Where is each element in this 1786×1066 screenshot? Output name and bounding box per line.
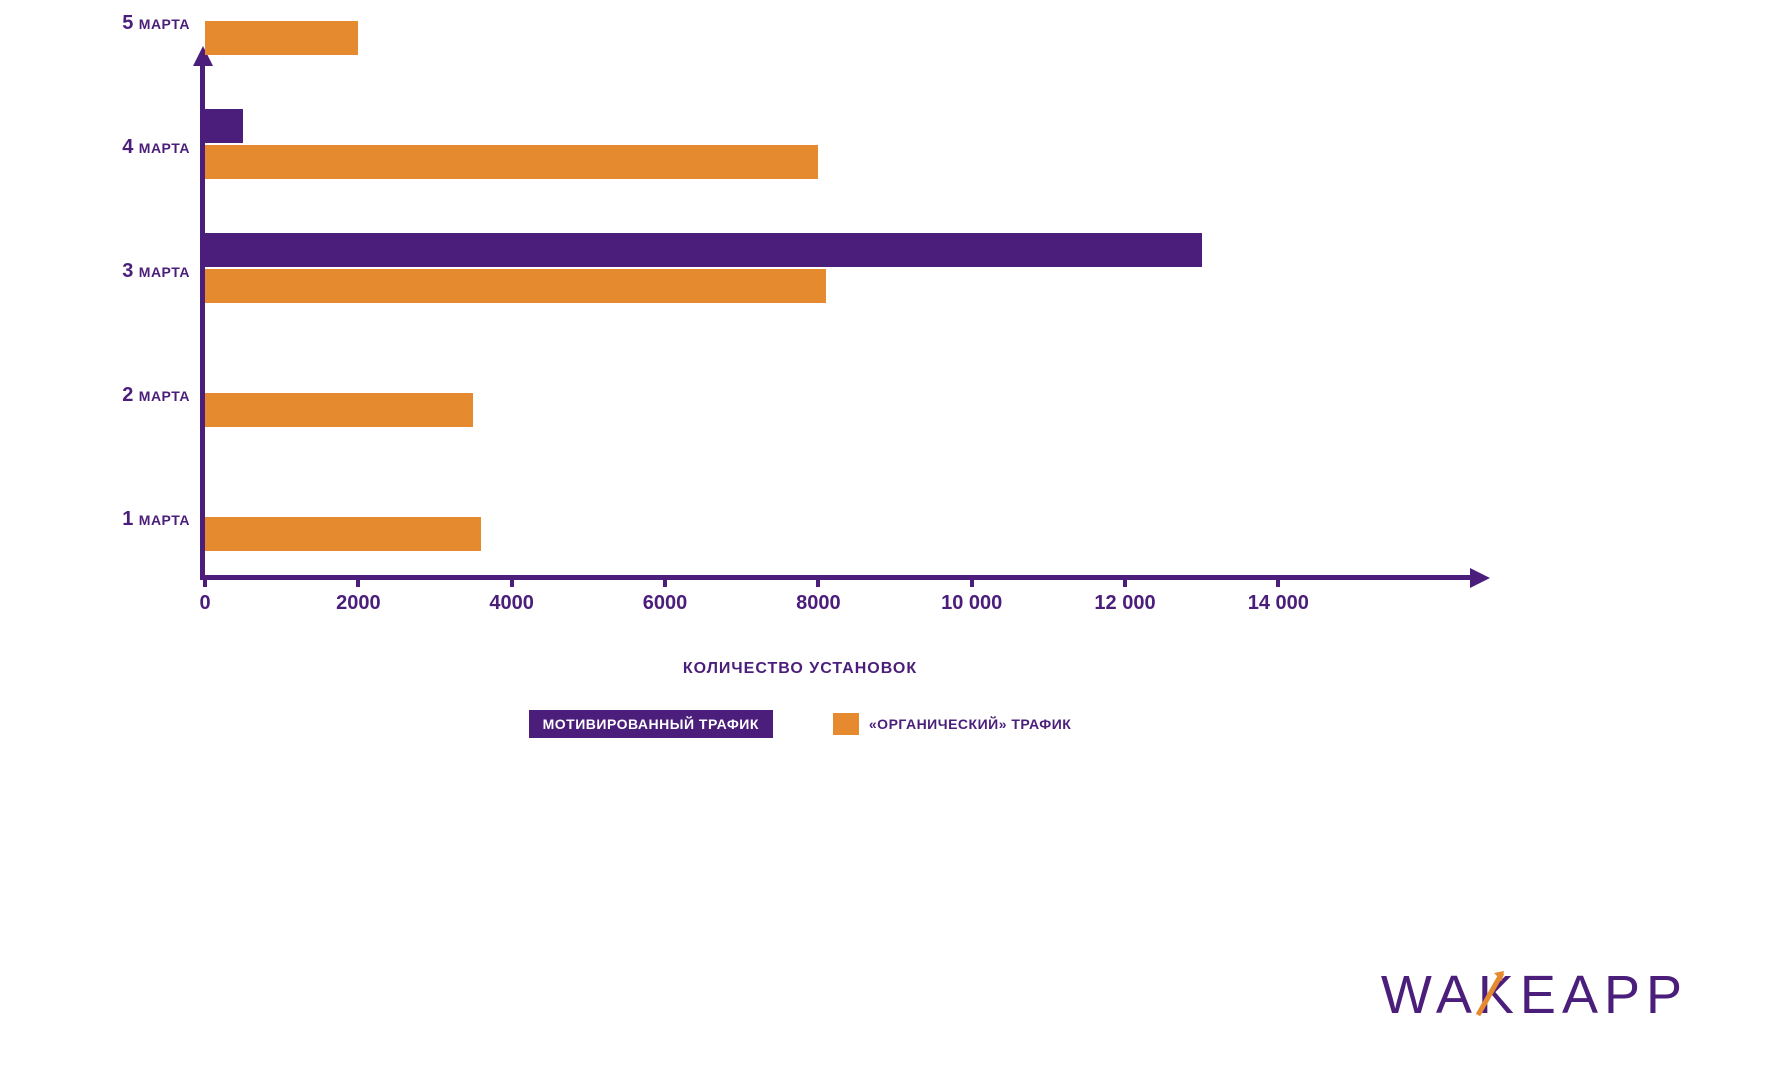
y-category-label: 5 МАРТА — [100, 12, 190, 35]
x-tick-mark — [356, 575, 360, 587]
x-tick-mark — [970, 575, 974, 587]
x-tick-mark — [816, 575, 820, 587]
wakeapp-logo: WAKEAPP — [1381, 959, 1726, 1026]
x-tick-label: 8000 — [796, 592, 841, 615]
plot-area — [205, 60, 1355, 575]
logo-arrow-icon — [1692, 959, 1726, 1018]
x-tick-mark — [1123, 575, 1127, 587]
legend-swatch-motivated: МОТИВИРОВАННЫЙ ТРАФИК — [529, 710, 773, 738]
x-tick-mark — [1276, 575, 1280, 587]
x-axis-title: КОЛИЧЕСТВО УСТАНОВОК — [100, 660, 1500, 678]
x-tick-label: 12 000 — [1094, 592, 1155, 615]
bar-motivated — [205, 109, 243, 143]
x-tick-label: 2000 — [336, 592, 381, 615]
legend-item-motivated: МОТИВИРОВАННЫЙ ТРАФИК — [529, 710, 773, 738]
bar-organic — [205, 517, 481, 551]
y-category-label: 1 МАРТА — [100, 508, 190, 531]
bar-organic — [205, 393, 473, 427]
x-tick-label: 14 000 — [1248, 592, 1309, 615]
page: 0 2000 4000 6000 8000 10 000 12 000 14 000 1 МА… — [0, 0, 1786, 1066]
y-category-label: 3 МАРТА — [100, 260, 190, 283]
x-axis-arrow-icon — [1470, 568, 1490, 588]
install-traffic-chart: 0 2000 4000 6000 8000 10 000 12 000 14 000 1 МА… — [100, 60, 1500, 760]
bar-organic — [205, 145, 818, 179]
legend-item-organic: «ОРГАНИЧЕСКИЙ» ТРАФИК — [833, 713, 1071, 735]
x-tick-mark — [663, 575, 667, 587]
x-tick-mark — [510, 575, 514, 587]
x-tick-label: 4000 — [489, 592, 534, 615]
y-category-label: 2 МАРТА — [100, 384, 190, 407]
legend: МОТИВИРОВАННЫЙ ТРАФИК «ОРГАНИЧЕСКИЙ» ТРА… — [100, 710, 1500, 738]
bar-motivated — [205, 233, 1202, 267]
x-tick-label: 6000 — [643, 592, 688, 615]
logo-text: WAKEAPP — [1381, 964, 1688, 1026]
x-tick-mark — [203, 575, 207, 587]
legend-swatch-organic — [833, 713, 859, 735]
legend-label-organic: «ОРГАНИЧЕСКИЙ» ТРАФИК — [869, 716, 1071, 732]
bar-organic — [205, 21, 358, 55]
bar-organic — [205, 269, 826, 303]
y-category-label: 4 МАРТА — [100, 136, 190, 159]
x-tick-label: 0 — [199, 592, 210, 615]
x-tick-label: 10 000 — [941, 592, 1002, 615]
